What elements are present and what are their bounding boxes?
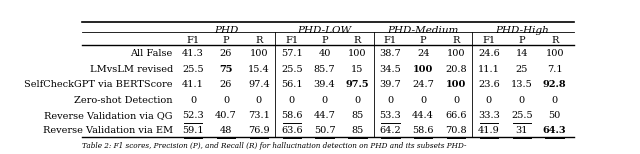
Text: 100: 100 bbox=[250, 49, 268, 58]
Text: 97.5: 97.5 bbox=[346, 80, 369, 89]
Text: 44.4: 44.4 bbox=[412, 111, 434, 120]
Text: 52.3: 52.3 bbox=[182, 111, 204, 120]
Text: 97.4: 97.4 bbox=[248, 80, 269, 89]
Text: 25.5: 25.5 bbox=[281, 65, 303, 74]
Text: 25: 25 bbox=[516, 65, 528, 74]
Text: 64.2: 64.2 bbox=[380, 126, 401, 135]
Text: All False: All False bbox=[131, 49, 173, 58]
Text: 15: 15 bbox=[351, 65, 364, 74]
Text: 73.1: 73.1 bbox=[248, 111, 270, 120]
Text: 59.1: 59.1 bbox=[182, 126, 204, 135]
Text: 58.6: 58.6 bbox=[412, 126, 434, 135]
Text: 53.3: 53.3 bbox=[380, 111, 401, 120]
Text: 25.5: 25.5 bbox=[511, 111, 532, 120]
Text: 23.6: 23.6 bbox=[478, 80, 500, 89]
Text: LMvsLM revised: LMvsLM revised bbox=[90, 65, 173, 74]
Text: R: R bbox=[255, 36, 262, 45]
Text: 0: 0 bbox=[355, 95, 360, 105]
Text: 41.3: 41.3 bbox=[182, 49, 204, 58]
Text: 26: 26 bbox=[220, 49, 232, 58]
Text: 0: 0 bbox=[223, 95, 229, 105]
Text: 66.6: 66.6 bbox=[445, 111, 467, 120]
Text: P: P bbox=[321, 36, 328, 45]
Text: 100: 100 bbox=[447, 49, 465, 58]
Text: PHD-LOW: PHD-LOW bbox=[298, 26, 351, 35]
Text: 0: 0 bbox=[420, 95, 426, 105]
Text: 63.6: 63.6 bbox=[281, 126, 303, 135]
Text: 40: 40 bbox=[319, 49, 331, 58]
Text: Zero-shot Detection: Zero-shot Detection bbox=[74, 95, 173, 105]
Text: 56.1: 56.1 bbox=[281, 80, 303, 89]
Text: 41.1: 41.1 bbox=[182, 80, 204, 89]
Text: 50: 50 bbox=[548, 111, 561, 120]
Text: 92.8: 92.8 bbox=[543, 80, 566, 89]
Text: 40.7: 40.7 bbox=[215, 111, 237, 120]
Text: 76.9: 76.9 bbox=[248, 126, 269, 135]
Text: 7.1: 7.1 bbox=[547, 65, 563, 74]
Text: 58.6: 58.6 bbox=[281, 111, 303, 120]
Text: 75: 75 bbox=[220, 65, 233, 74]
Text: 0: 0 bbox=[387, 95, 394, 105]
Text: 100: 100 bbox=[545, 49, 564, 58]
Text: 39.4: 39.4 bbox=[314, 80, 335, 89]
Text: 0: 0 bbox=[552, 95, 557, 105]
Text: 85: 85 bbox=[351, 126, 364, 135]
Text: F1: F1 bbox=[384, 36, 397, 45]
Text: P: P bbox=[420, 36, 426, 45]
Text: F1: F1 bbox=[483, 36, 495, 45]
Text: F1: F1 bbox=[187, 36, 200, 45]
Text: 11.1: 11.1 bbox=[478, 65, 500, 74]
Text: 0: 0 bbox=[321, 95, 328, 105]
Text: R: R bbox=[354, 36, 361, 45]
Text: 0: 0 bbox=[453, 95, 459, 105]
Text: Table 2: F1 scores, Precision (P), and Recall (R) for hallucination detection on: Table 2: F1 scores, Precision (P), and R… bbox=[83, 142, 467, 150]
Text: 24.6: 24.6 bbox=[478, 49, 500, 58]
Text: 34.5: 34.5 bbox=[380, 65, 401, 74]
Text: PHD: PHD bbox=[214, 26, 238, 35]
Text: 100: 100 bbox=[446, 80, 466, 89]
Text: 39.7: 39.7 bbox=[380, 80, 401, 89]
Text: 50.7: 50.7 bbox=[314, 126, 335, 135]
Text: 57.1: 57.1 bbox=[281, 49, 303, 58]
Text: PHD-High: PHD-High bbox=[495, 26, 548, 35]
Text: SelfCheckGPT via BERTScore: SelfCheckGPT via BERTScore bbox=[24, 80, 173, 89]
Text: P: P bbox=[223, 36, 229, 45]
Text: 24.7: 24.7 bbox=[412, 80, 434, 89]
Text: 70.8: 70.8 bbox=[445, 126, 467, 135]
Text: 100: 100 bbox=[348, 49, 367, 58]
Text: 48: 48 bbox=[220, 126, 232, 135]
Text: 41.9: 41.9 bbox=[478, 126, 500, 135]
Text: P: P bbox=[518, 36, 525, 45]
Text: 64.3: 64.3 bbox=[543, 126, 566, 135]
Text: R: R bbox=[452, 36, 460, 45]
Text: 0: 0 bbox=[486, 95, 492, 105]
Text: 0: 0 bbox=[256, 95, 262, 105]
Text: 85: 85 bbox=[351, 111, 364, 120]
Text: Reverse Validation via QG: Reverse Validation via QG bbox=[44, 111, 173, 120]
Text: 44.7: 44.7 bbox=[314, 111, 335, 120]
Text: 24: 24 bbox=[417, 49, 429, 58]
Text: 15.4: 15.4 bbox=[248, 65, 269, 74]
Text: 26: 26 bbox=[220, 80, 232, 89]
Text: R: R bbox=[551, 36, 558, 45]
Text: 0: 0 bbox=[289, 95, 295, 105]
Text: 0: 0 bbox=[190, 95, 196, 105]
Text: 25.5: 25.5 bbox=[182, 65, 204, 74]
Text: 31: 31 bbox=[515, 126, 528, 135]
Text: 85.7: 85.7 bbox=[314, 65, 335, 74]
Text: 38.7: 38.7 bbox=[380, 49, 401, 58]
Text: 14: 14 bbox=[515, 49, 528, 58]
Text: 20.8: 20.8 bbox=[445, 65, 467, 74]
Text: 13.5: 13.5 bbox=[511, 80, 532, 89]
Text: PHD-Medium: PHD-Medium bbox=[387, 26, 459, 35]
Text: F1: F1 bbox=[285, 36, 298, 45]
Text: 33.3: 33.3 bbox=[478, 111, 500, 120]
Text: 100: 100 bbox=[413, 65, 433, 74]
Text: Reverse Validation via EM: Reverse Validation via EM bbox=[43, 126, 173, 135]
Text: 0: 0 bbox=[518, 95, 525, 105]
